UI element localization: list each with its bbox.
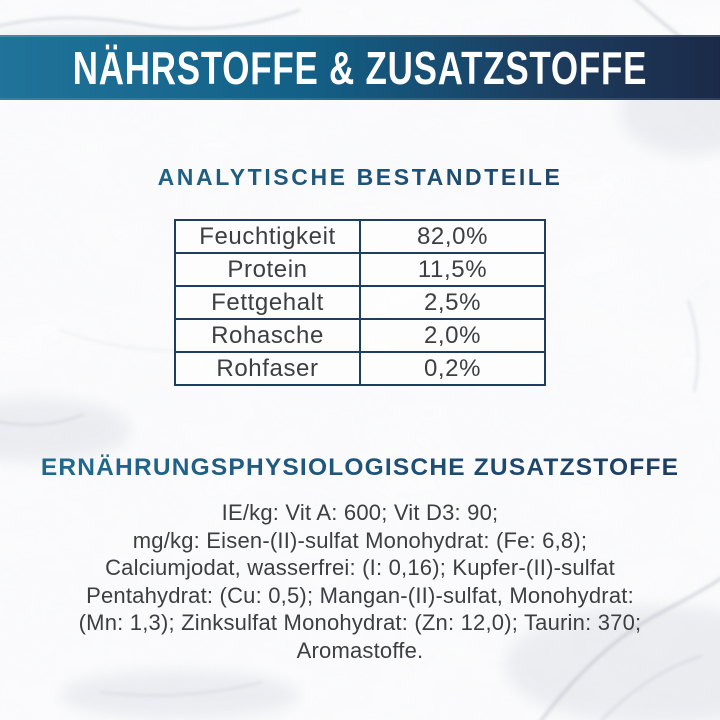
- nutrient-value: 0,2%: [359, 351, 546, 386]
- analytical-table: Feuchtigkeit 82,0% Protein 11,5% Fettgeh…: [174, 219, 546, 386]
- nutrient-value: 82,0%: [359, 219, 546, 254]
- additives-line: Aromastoffe.: [296, 637, 424, 663]
- table-row: Rohasche 2,0%: [174, 318, 546, 353]
- additives-line: Pentahydrat: (Cu: 0,5); Mangan-(II)-sulf…: [86, 582, 634, 608]
- table-row: Protein 11,5%: [174, 252, 546, 287]
- additives-section-heading: ERNÄHRUNGSPHYSIOLOGISCHE ZUSATZSTOFFE: [0, 454, 720, 482]
- additives-text-block: IE/kg: Vit A: 600; Vit D3: 90; mg/kg: Ei…: [20, 499, 700, 665]
- nutrient-value: 2,5%: [359, 285, 546, 320]
- table-row: Rohfaser 0,2%: [174, 351, 546, 386]
- additives-line: mg/kg: Eisen-(II)-sulfat Monohydrat: (Fe…: [132, 527, 588, 553]
- nutrient-label: Protein: [174, 252, 361, 287]
- additives-line: Calciumjodat, wasserfrei: (I: 0,16); Kup…: [105, 555, 615, 581]
- nutrient-label: Feuchtigkeit: [174, 219, 361, 254]
- nutrient-value: 11,5%: [359, 252, 546, 287]
- nutrient-label: Fettgehalt: [174, 285, 361, 320]
- nutrient-label: Rohasche: [174, 318, 361, 353]
- additives-line: (Mn: 1,3); Zinksulfat Monohydrat: (Zn: 1…: [78, 610, 642, 636]
- table-row: Feuchtigkeit 82,0%: [174, 219, 546, 254]
- nutrient-label: Rohfaser: [174, 351, 361, 386]
- table-row: Fettgehalt 2,5%: [174, 285, 546, 320]
- title-banner: NÄHRSTOFFE & ZUSATZSTOFFE: [0, 35, 720, 100]
- analytical-section-heading: ANALYTISCHE BESTANDTEILE: [0, 164, 720, 191]
- nutrient-value: 2,0%: [359, 318, 546, 353]
- additives-line: IE/kg: Vit A: 600; Vit D3: 90;: [221, 500, 499, 525]
- page-title: NÄHRSTOFFE & ZUSATZSTOFFE: [72, 41, 648, 94]
